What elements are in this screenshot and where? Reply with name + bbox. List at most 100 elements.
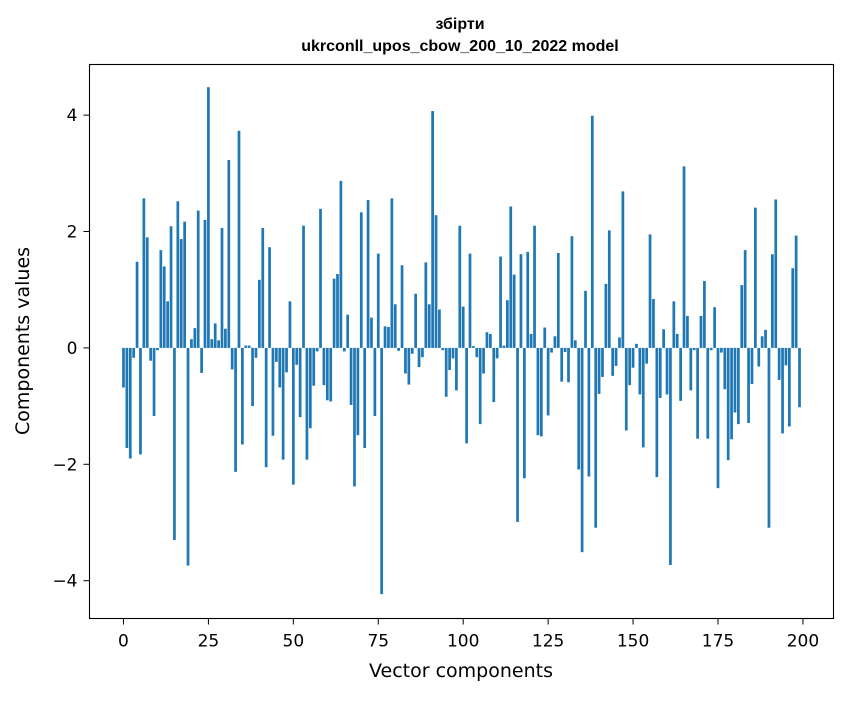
bar-178 xyxy=(726,347,730,461)
bar-169 xyxy=(696,347,699,439)
bar-49 xyxy=(288,301,292,348)
x-axis-ticks: 0 25 50 75 100 125 150 175 200 xyxy=(118,618,819,652)
bar-40 xyxy=(258,279,261,348)
bar-112 xyxy=(502,345,506,348)
x-tick-label: 100 xyxy=(447,632,479,652)
bar-129 xyxy=(560,347,564,382)
bar-182 xyxy=(740,285,744,348)
bar-118 xyxy=(522,347,526,479)
bar-76 xyxy=(380,347,384,595)
bar-18 xyxy=(183,221,186,348)
bar-145 xyxy=(614,347,618,366)
bar-3 xyxy=(132,347,136,358)
bar-90 xyxy=(427,304,431,348)
bar-63 xyxy=(336,274,339,348)
bar-57 xyxy=(315,347,319,352)
bar-22 xyxy=(196,210,200,348)
bar-60 xyxy=(325,347,329,401)
bar-25 xyxy=(207,87,210,348)
bar-132 xyxy=(570,236,574,348)
bar-173 xyxy=(709,347,713,351)
bar-130 xyxy=(563,347,567,352)
bar-71 xyxy=(363,347,367,448)
bar-168 xyxy=(692,347,696,351)
bar-32 xyxy=(230,347,234,370)
bar-154 xyxy=(645,347,649,364)
bar-188 xyxy=(760,336,764,348)
bar-68 xyxy=(353,347,356,487)
bar-24 xyxy=(203,219,207,348)
bar-170 xyxy=(699,315,703,348)
bar-127 xyxy=(553,336,557,348)
bar-84 xyxy=(407,347,411,385)
y-tick-label: −2 xyxy=(52,455,77,475)
y-tick-label: 2 xyxy=(67,223,78,243)
bar-4 xyxy=(135,261,139,348)
bar-98 xyxy=(455,347,458,391)
chart-title-line1: збірти xyxy=(435,16,484,33)
bar-12 xyxy=(162,266,166,348)
bar-70 xyxy=(359,212,363,348)
x-axis-label: Vector components xyxy=(369,660,553,682)
bar-53 xyxy=(302,225,305,348)
bar-95 xyxy=(444,347,448,397)
bar-161 xyxy=(669,347,672,565)
bar-11 xyxy=(159,250,163,348)
bar-141 xyxy=(601,347,604,377)
bar-125 xyxy=(546,347,550,416)
bar-142 xyxy=(604,283,608,348)
bar-35 xyxy=(241,347,244,445)
bar-167 xyxy=(689,347,693,391)
bar-131 xyxy=(567,347,570,383)
bar-175 xyxy=(716,347,720,489)
bar-133 xyxy=(573,340,577,348)
bar-81 xyxy=(397,347,401,351)
bar-97 xyxy=(451,347,455,359)
bar-19 xyxy=(186,347,190,566)
bar-65 xyxy=(342,347,346,352)
bar-164 xyxy=(679,347,682,401)
bar-41 xyxy=(261,228,265,348)
bar-184 xyxy=(747,347,750,423)
bar-124 xyxy=(543,327,547,348)
bar-187 xyxy=(757,347,761,367)
bar-61 xyxy=(329,347,333,402)
bar-8 xyxy=(149,347,153,361)
bar-116 xyxy=(516,347,519,522)
bar-192 xyxy=(774,199,778,348)
bar-128 xyxy=(556,253,560,348)
bar-78 xyxy=(387,326,390,348)
bar-69 xyxy=(356,347,360,436)
y-tick-label: 0 xyxy=(67,339,78,359)
bar-0 xyxy=(122,347,125,388)
bar-80 xyxy=(393,304,397,348)
bar-2 xyxy=(128,347,132,459)
bar-148 xyxy=(624,347,628,431)
bar-179 xyxy=(730,347,733,440)
x-tick-label: 200 xyxy=(787,632,819,652)
bar-165 xyxy=(682,166,686,348)
bar-104 xyxy=(475,347,479,358)
bar-159 xyxy=(662,329,665,348)
plot-frame xyxy=(88,63,835,620)
bar-146 xyxy=(618,337,621,348)
y-axis-label: Components values xyxy=(12,247,34,435)
bar-54 xyxy=(305,347,309,460)
bar-21 xyxy=(193,328,197,348)
y-tick-label: −4 xyxy=(52,572,77,592)
bar-150 xyxy=(631,347,635,368)
bar-66 xyxy=(346,314,350,348)
bar-151 xyxy=(635,343,638,348)
bar-171 xyxy=(703,280,706,348)
bar-160 xyxy=(665,347,669,395)
bar-5 xyxy=(139,347,142,455)
y-tick-label: 4 xyxy=(67,106,78,126)
bar-44 xyxy=(271,347,275,436)
bar-101 xyxy=(465,347,468,444)
bar-106 xyxy=(482,347,485,374)
bar-51 xyxy=(295,347,299,365)
bar-120 xyxy=(529,333,533,348)
bar-58 xyxy=(319,208,322,348)
bar-123 xyxy=(539,347,543,437)
bar-20 xyxy=(190,339,193,348)
